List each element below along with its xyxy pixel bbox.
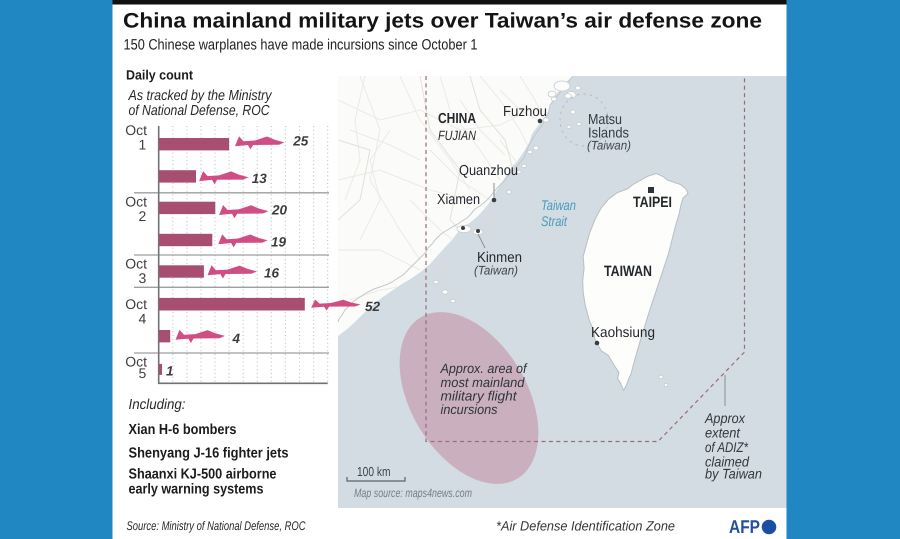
svg-text:Strait: Strait [541,213,568,229]
svg-text:claimed: claimed [705,454,750,470]
svg-text:FUJIAN: FUJIAN [438,128,476,143]
svg-text:by Taiwan: by Taiwan [705,466,762,482]
svg-text:Approx: Approx [704,410,746,426]
svg-text:incursions: incursions [441,402,498,417]
svg-text:20: 20 [271,203,288,218]
svg-text:Kaohsiung: Kaohsiung [591,325,655,341]
svg-text:1: 1 [139,136,147,152]
svg-text:(Taiwan): (Taiwan) [587,139,631,153]
svg-text:*Air Defense Identification Zo: *Air Defense Identification Zone [496,519,675,534]
svg-text:China mainland military jets o: China mainland military jets over Taiwan… [123,10,762,33]
svg-text:Matsu: Matsu [588,112,622,128]
svg-text:Approx. area of: Approx. area of [440,361,528,376]
svg-text:Oct: Oct [125,122,147,138]
svg-text:4: 4 [139,311,147,327]
svg-text:Shenyang J-16 fighter jets: Shenyang J-16 fighter jets [129,446,289,462]
svg-text:Shaanxi KJ-500 airborne: Shaanxi KJ-500 airborne [129,467,277,483]
svg-text:1: 1 [166,364,174,379]
svg-text:of National Defense, ROC: of National Defense, ROC [129,103,270,119]
svg-text:Fuzhou: Fuzhou [503,104,547,120]
svg-text:TAIWAN: TAIWAN [604,263,652,280]
svg-text:CHINA: CHINA [438,111,476,127]
svg-text:AFP: AFP [729,516,760,537]
svg-text:150 Chinese warplanes have mad: 150 Chinese warplanes have made incursio… [124,37,478,54]
svg-text:19: 19 [271,235,287,250]
svg-text:Xian H-6 bombers: Xian H-6 bombers [129,422,237,438]
svg-text:Islands: Islands [588,126,629,142]
svg-text:Daily count: Daily count [126,68,193,83]
svg-text:Kinmen: Kinmen [477,250,522,266]
svg-text:25: 25 [292,133,309,148]
svg-text:As tracked by the Ministry: As tracked by the Ministry [128,88,273,104]
svg-text:early warning systems: early warning systems [129,482,264,498]
svg-text:Oct: Oct [125,296,147,312]
svg-text:2: 2 [139,208,147,224]
svg-text:Map source: maps4news.com: Map source: maps4news.com [354,486,472,500]
svg-text:4: 4 [232,331,241,346]
svg-text:most mainland: most mainland [441,375,525,390]
svg-text:of ADIZ*: of ADIZ* [705,439,748,455]
svg-text:Oct: Oct [125,193,147,209]
svg-text:TAIPEI: TAIPEI [633,194,672,211]
svg-text:military flight: military flight [441,389,518,404]
svg-text:Xiamen: Xiamen [437,192,480,208]
svg-text:13: 13 [252,171,268,186]
svg-text:(Taiwan): (Taiwan) [474,264,518,278]
svg-text:Including:: Including: [129,397,186,413]
svg-text:3: 3 [139,270,147,286]
svg-text:100 km: 100 km [357,464,391,479]
svg-text:Taiwan: Taiwan [541,197,576,213]
svg-text:extent: extent [705,425,741,441]
svg-text:Oct: Oct [125,353,147,369]
svg-text:16: 16 [264,266,280,281]
svg-text:Quanzhou: Quanzhou [459,163,518,179]
svg-text:Source: Ministry of National D: Source: Ministry of National Defense, RO… [127,519,307,533]
svg-text:52: 52 [365,299,381,314]
svg-text:5: 5 [139,365,147,381]
svg-text:Oct: Oct [125,256,147,272]
